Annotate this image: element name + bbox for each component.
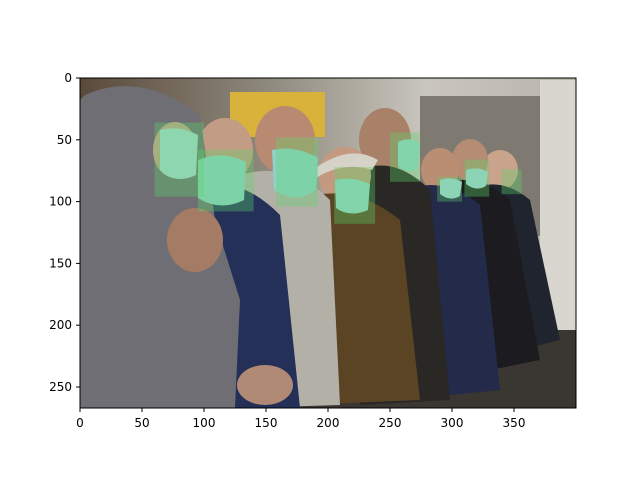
x-axis: 0 50 100 150 200 250 300 350 — [76, 408, 525, 430]
x-tick-label: 350 — [503, 416, 526, 430]
detection-box-8 — [501, 169, 522, 195]
y-tick-label: 250 — [49, 380, 72, 394]
y-tick-label: 100 — [49, 195, 72, 209]
y-tick-label: 150 — [49, 256, 72, 270]
detection-box-2 — [197, 149, 254, 212]
x-tick-label: 300 — [441, 416, 464, 430]
y-tick-label: 50 — [57, 133, 72, 147]
x-tick-label: 100 — [193, 416, 216, 430]
x-tick-label: 50 — [134, 416, 149, 430]
y-axis: 0 50 100 150 200 250 — [49, 71, 80, 394]
detection-box-5 — [390, 132, 420, 182]
x-tick-label: 150 — [255, 416, 278, 430]
x-tick-label: 0 — [76, 416, 84, 430]
detection-box-3 — [275, 137, 319, 207]
detection-box-1 — [154, 122, 204, 197]
y-tick-label: 200 — [49, 318, 72, 332]
detection-box-6 — [437, 176, 462, 202]
detection-box-4 — [334, 166, 376, 224]
y-tick-label: 0 — [64, 71, 72, 85]
x-tick-label: 200 — [317, 416, 340, 430]
detection-overlays — [154, 122, 522, 224]
photo — [80, 78, 576, 408]
detection-box-7 — [464, 159, 490, 197]
x-tick-label: 250 — [379, 416, 402, 430]
